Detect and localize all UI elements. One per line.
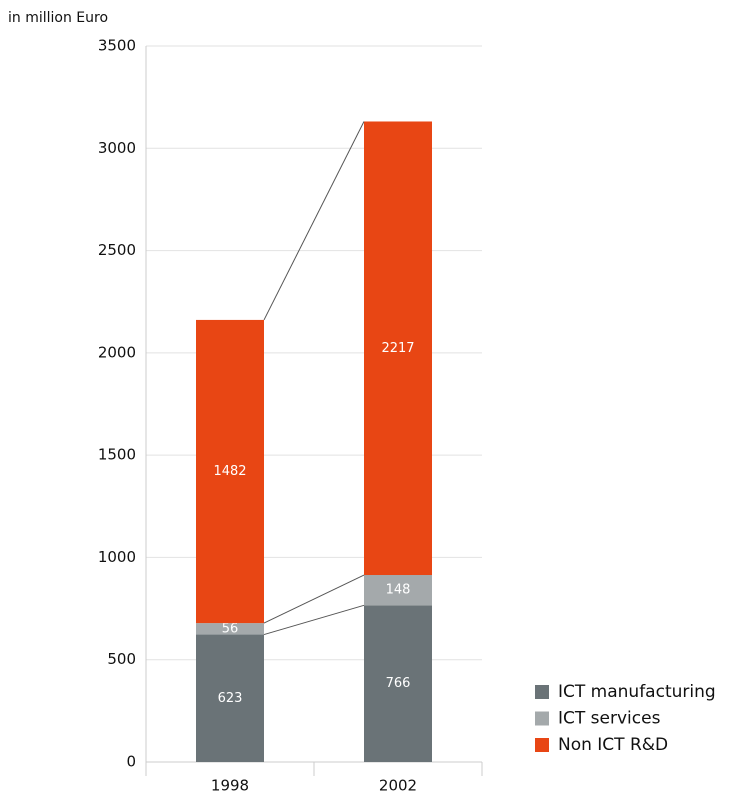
bar-segment bbox=[196, 634, 264, 762]
data-label: 766 bbox=[386, 676, 411, 691]
y-axis-label: in million Euro bbox=[8, 10, 108, 26]
data-label: 2217 bbox=[381, 341, 414, 356]
y-tick-label: 500 bbox=[107, 650, 136, 668]
legend-label: Non ICT R&D bbox=[558, 735, 668, 755]
legend-label: ICT services bbox=[558, 709, 661, 729]
connector-line bbox=[263, 604, 365, 636]
data-label: 623 bbox=[218, 691, 243, 706]
data-label: 148 bbox=[386, 583, 411, 598]
connector-line bbox=[263, 121, 365, 321]
y-tick-label: 1000 bbox=[98, 548, 136, 566]
bar-segment bbox=[364, 121, 432, 576]
y-tick-label: 2500 bbox=[98, 241, 136, 259]
y-tick-label: 1500 bbox=[98, 446, 136, 464]
legend-swatch bbox=[535, 685, 549, 699]
y-tick-label: 3000 bbox=[98, 139, 136, 157]
legend-swatch bbox=[535, 711, 549, 726]
data-label: 1482 bbox=[213, 464, 246, 479]
legend-label: ICT manufacturing bbox=[558, 682, 716, 702]
bar-segment bbox=[196, 319, 264, 624]
bar-segment bbox=[196, 623, 264, 635]
bar-segment bbox=[364, 575, 432, 606]
bar-segment bbox=[364, 605, 432, 762]
x-tick-label: 2002 bbox=[379, 777, 417, 795]
y-tick-label: 3500 bbox=[98, 37, 136, 55]
data-label: 56 bbox=[222, 621, 239, 636]
x-tick-label: 1998 bbox=[211, 777, 249, 795]
legend-swatch bbox=[535, 738, 549, 752]
y-tick-label: 2000 bbox=[98, 343, 136, 361]
connector-line bbox=[263, 574, 365, 624]
y-tick-label: 0 bbox=[126, 753, 136, 771]
